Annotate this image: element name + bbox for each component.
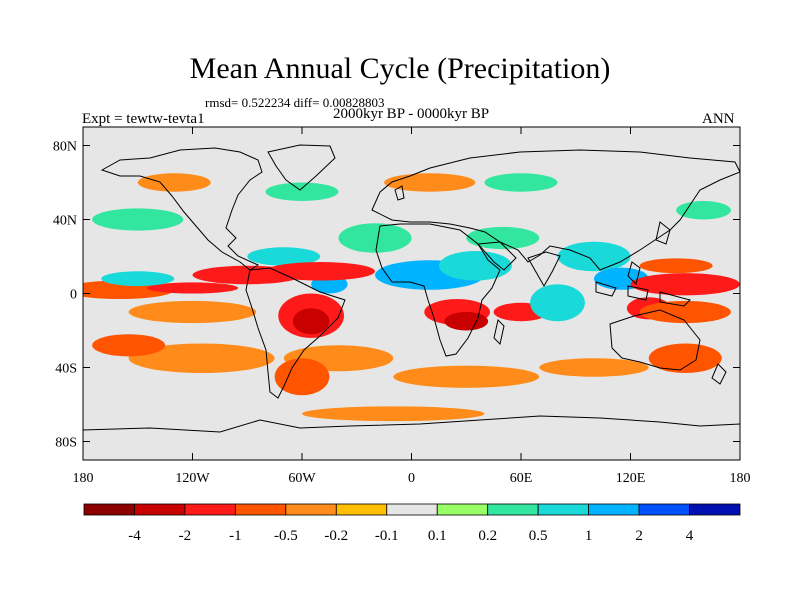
colorbar-swatch xyxy=(234,503,287,516)
anomaly-region xyxy=(557,241,631,272)
anomaly-region xyxy=(639,258,713,274)
colorbar-label: 4 xyxy=(686,528,694,544)
colorbar-label: 1 xyxy=(585,528,593,544)
lon-tick-label: 120E xyxy=(616,471,646,486)
anomaly-region xyxy=(274,358,330,396)
anomaly-region xyxy=(438,250,512,281)
stats-text: rmsd= 0.522234 diff= 0.00828803 xyxy=(205,95,385,110)
lat-tick-label: 80N xyxy=(53,140,77,155)
colorbar-swatch xyxy=(335,503,388,516)
anomaly-region xyxy=(247,247,321,266)
colorbar-swatch xyxy=(588,503,640,516)
colorbar-swatch xyxy=(689,503,741,516)
colorbar-label: 2 xyxy=(635,528,643,544)
anomaly-region xyxy=(265,182,339,201)
colorbar-label: -0.1 xyxy=(375,528,399,544)
map-title: Mean Annual Cycle (Precipitation) xyxy=(189,52,611,85)
anomaly-region xyxy=(265,262,375,281)
anomaly-region xyxy=(302,406,485,422)
anomaly-region xyxy=(128,300,257,324)
lat-tick-label: 40N xyxy=(53,214,77,229)
anomaly-region xyxy=(530,284,585,322)
anomaly-region xyxy=(92,334,166,357)
colorbar: -4 -2 -1 -0.5 -0.2 -0.1 0.1 0.2 0.5 1 2 4 xyxy=(83,503,741,544)
lon-tick-label: 60E xyxy=(510,471,533,486)
experiment-label: Expt = tewtw-tevta1 xyxy=(82,111,205,127)
colorbar-label: -0.2 xyxy=(324,528,348,544)
anomaly-region xyxy=(384,173,476,192)
colorbar-swatch xyxy=(638,503,690,516)
colorbar-swatch xyxy=(184,503,236,516)
anomaly-region xyxy=(484,173,558,192)
season-label: ANN xyxy=(702,111,735,127)
anomaly-region xyxy=(338,223,412,253)
anomaly-region xyxy=(648,343,722,374)
colorbar-swatch xyxy=(134,503,186,516)
colorbar-swatch xyxy=(537,503,590,516)
lon-tick-label: 0 xyxy=(408,471,415,486)
colorbar-label: -2 xyxy=(179,528,192,544)
lon-tick-label: 180 xyxy=(730,471,751,486)
colorbar-label: 0.2 xyxy=(478,528,497,544)
period-label: 2000kyr BP - 0000kyr BP xyxy=(332,106,490,122)
anomaly-region xyxy=(92,208,184,231)
map-axes: 80N 40N 0 40S 80S 180 120W 60W 0 60E 120E 180 xyxy=(53,127,751,486)
anomaly-region xyxy=(128,343,275,374)
anomaly-region xyxy=(146,282,239,294)
anomaly-region xyxy=(101,271,175,287)
colorbar-label: -4 xyxy=(128,528,141,544)
colorbar-swatch xyxy=(487,503,539,516)
lon-tick-label: 60W xyxy=(288,471,316,486)
coastlines xyxy=(83,144,740,433)
anomaly-region xyxy=(639,300,731,324)
colorbar-swatch xyxy=(436,503,489,516)
anomaly-region xyxy=(444,312,489,331)
colorbar-label: 0.5 xyxy=(529,528,548,544)
colorbar-swatch xyxy=(83,503,135,516)
anomaly-region xyxy=(630,273,740,296)
anomaly-region xyxy=(676,201,731,220)
anomaly-region xyxy=(137,173,211,192)
colorbar-label: -0.5 xyxy=(274,528,298,544)
colorbar-swatch xyxy=(285,503,337,516)
colorbar-label: 0.1 xyxy=(428,528,447,544)
anomaly-region xyxy=(292,308,330,335)
colorbar-label: -1 xyxy=(229,528,242,544)
anomaly-region xyxy=(393,365,540,388)
lon-tick-label: 120W xyxy=(175,471,210,486)
anomaly-region xyxy=(539,358,649,377)
lat-tick-label: 40S xyxy=(55,362,77,377)
lat-tick-label: 0 xyxy=(70,288,77,303)
colorbar-swatch xyxy=(386,503,438,516)
lon-tick-label: 180 xyxy=(73,471,94,486)
lat-tick-label: 80S xyxy=(55,436,77,451)
